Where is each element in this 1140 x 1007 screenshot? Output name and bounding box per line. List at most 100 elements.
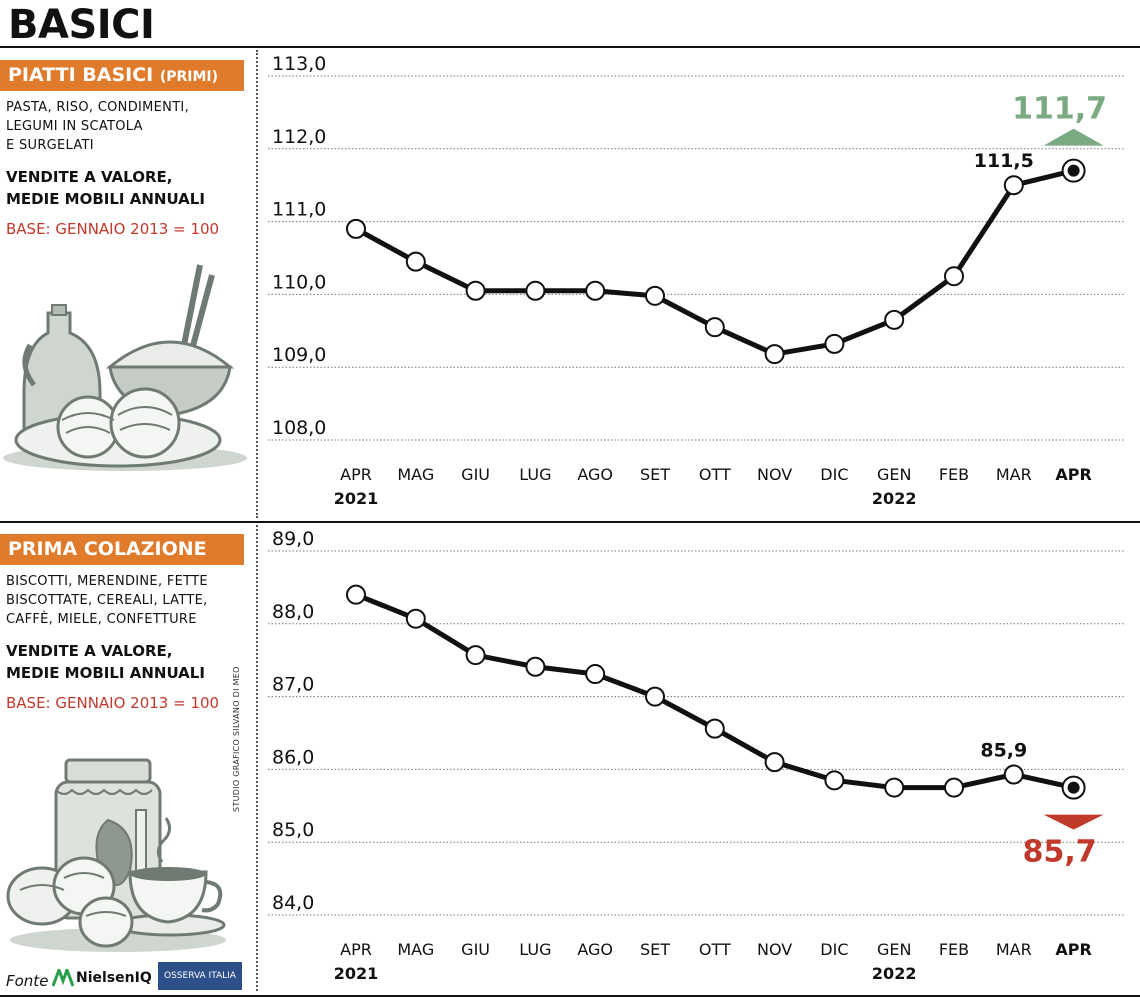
tag-label: PIATTI BASICI: [8, 64, 154, 86]
section-tag-piatti-basici: PIATTI BASICI (PRIMI): [0, 60, 244, 91]
y-tick-label: 89,0: [272, 528, 314, 550]
section-tag-prima-colazione: PRIMA COLAZIONE: [0, 534, 244, 565]
data-point: [884, 309, 905, 330]
x-tick-label: APR: [1055, 940, 1091, 959]
y-tick-label: 109,0: [272, 344, 326, 366]
data-point: [465, 280, 486, 301]
osserva-italia-text: OSSERVA ITALIA: [164, 971, 236, 981]
y-tick-label: 113,0: [272, 53, 326, 75]
x-tick-label: APR: [340, 940, 372, 959]
vertical-separator-bottom: [256, 525, 258, 991]
data-point: [944, 777, 964, 798]
x-tick-label: OTT: [699, 940, 731, 959]
y-tick-label: 86,0: [272, 746, 314, 768]
line-chart-prima-colazione: 84,0 85,0 86,0 87,0 88,0 89,0 APR MAG GIU LUG AGO S…: [268, 528, 1124, 983]
data-point: [704, 718, 725, 739]
credit-text: STUDIO GRAFICO SILVANO DI MEO: [232, 666, 241, 812]
x-tick-label: MAG: [397, 940, 434, 959]
trend-down-arrow: [1043, 814, 1104, 830]
data-point: [645, 686, 665, 707]
x-tick-label: AGO: [577, 465, 613, 484]
measure-line: VENDITE A VALORE,: [6, 168, 173, 186]
data-point: [465, 645, 486, 666]
section-description: PASTA, RISO, CONDIMENTI, LEGUMI IN SCATO…: [6, 98, 189, 155]
data-point: [585, 664, 606, 685]
data-label-final: 85,7: [1023, 835, 1097, 870]
desc-line: E SURGELATI: [6, 138, 94, 153]
data-label-mar: 85,9: [980, 739, 1027, 761]
y-tick-label: 111,0: [272, 199, 326, 221]
x-tick-label: DIC: [820, 940, 848, 959]
data-point: [346, 218, 366, 239]
data-point: [405, 608, 426, 629]
top-rule: [0, 46, 1140, 48]
x-tick-label: NOV: [757, 465, 792, 484]
trend-up-arrow: [1043, 128, 1104, 146]
tag-label: PRIMA COLAZIONE: [8, 538, 207, 560]
data-point: [645, 285, 665, 306]
desc-line: LEGUMI IN SCATOLA: [6, 119, 143, 134]
x-tick-label: GEN: [877, 940, 911, 959]
nielseniq-mark-icon: [52, 969, 74, 987]
section-base: BASE: GENNAIO 2013 = 100: [6, 220, 220, 238]
year-label: 2022: [872, 489, 917, 508]
breakfast-illustration-icon: [6, 758, 226, 952]
data-point: [525, 280, 546, 301]
x-tick-label: LUG: [519, 465, 551, 484]
data-point: [1003, 764, 1024, 785]
data-point: [704, 317, 725, 338]
y-tick-label: 85,0: [272, 819, 314, 841]
x-tick-label: DIC: [820, 465, 848, 484]
x-tick-label: APR: [1055, 465, 1091, 484]
x-tick-label: SET: [640, 940, 670, 959]
osserva-italia-logo: OSSERVA ITALIA: [158, 962, 242, 990]
desc-line: PASTA, RISO, CONDIMENTI,: [6, 100, 189, 115]
y-tick-label: 108,0: [272, 417, 326, 439]
data-point: [346, 584, 366, 605]
x-tick-label: NOV: [757, 940, 792, 959]
section-measure: VENDITE A VALORE, MEDIE MOBILI ANNUALI: [6, 640, 205, 684]
x-tick-label: MAR: [996, 465, 1032, 484]
data-point: [824, 333, 845, 354]
x-tick-label: MAG: [397, 465, 434, 484]
measure-line: MEDIE MOBILI ANNUALI: [6, 664, 205, 682]
pasta-illustration-icon: [3, 264, 247, 471]
nielseniq-text: NielsenIQ: [76, 970, 152, 986]
y-tick-label: 84,0: [272, 892, 314, 914]
data-point: [764, 752, 785, 773]
y-tick-label: 88,0: [272, 601, 314, 623]
data-point-final-dot: [1067, 164, 1080, 177]
data-point: [1003, 175, 1024, 196]
source-label: Fonte: [6, 972, 49, 990]
y-tick-label: 112,0: [272, 126, 326, 148]
data-point-final-dot: [1067, 781, 1080, 794]
desc-line: BISCOTTI, MERENDINE, FETTE: [6, 574, 208, 589]
desc-line: BISCOTTATE, CEREALI, LATTE,: [6, 593, 208, 608]
vertical-separator-top: [256, 50, 258, 518]
y-tick-label: 110,0: [272, 271, 326, 293]
data-point: [525, 656, 546, 677]
x-tick-label: LUG: [519, 940, 551, 959]
x-tick-label: GIU: [461, 940, 490, 959]
year-label: 2021: [334, 489, 379, 508]
section-measure: VENDITE A VALORE, MEDIE MOBILI ANNUALI: [6, 166, 205, 210]
page-title: BASICI: [8, 2, 155, 48]
y-tick-label: 87,0: [272, 674, 314, 696]
measure-line: VENDITE A VALORE,: [6, 642, 173, 660]
x-tick-label: OTT: [699, 465, 731, 484]
x-tick-label: GEN: [877, 465, 911, 484]
x-tick-label: GIU: [461, 465, 490, 484]
data-point: [944, 266, 964, 287]
x-tick-label: AGO: [577, 940, 613, 959]
nielseniq-logo: NielsenIQ: [52, 966, 152, 990]
data-point: [764, 344, 785, 365]
section-description: BISCOTTI, MERENDINE, FETTE BISCOTTATE, C…: [6, 572, 208, 629]
data-point: [884, 777, 905, 798]
desc-line: CAFFÈ, MIELE, CONFETTURE: [6, 612, 197, 627]
bottom-rule: [0, 995, 1140, 997]
section-base: BASE: GENNAIO 2013 = 100: [6, 694, 220, 712]
x-tick-label: FEB: [939, 465, 969, 484]
data-point: [824, 770, 845, 791]
data-point: [405, 251, 426, 272]
x-tick-label: FEB: [939, 940, 969, 959]
